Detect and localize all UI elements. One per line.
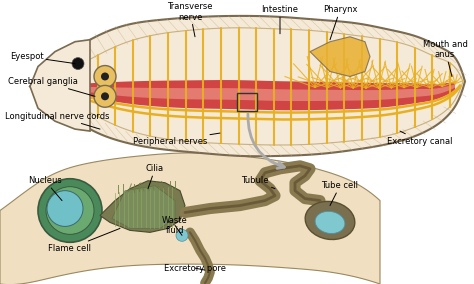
Text: Tubule: Tubule (241, 176, 275, 189)
Text: Flame cell: Flame cell (48, 228, 120, 253)
Text: Longitudinal nerve cords: Longitudinal nerve cords (5, 112, 109, 129)
Text: Pharynx: Pharynx (323, 5, 357, 40)
Text: Intestine: Intestine (262, 5, 299, 34)
Circle shape (101, 92, 109, 100)
Polygon shape (100, 181, 185, 232)
Text: Cerebral ganglia: Cerebral ganglia (8, 77, 95, 96)
Polygon shape (30, 16, 465, 156)
Text: Eyespot: Eyespot (10, 52, 75, 64)
Circle shape (72, 58, 84, 70)
Text: Mouth and
anus: Mouth and anus (422, 40, 467, 76)
Text: Tube cell: Tube cell (321, 181, 358, 206)
Text: Excretory canal: Excretory canal (387, 131, 453, 145)
Text: Transverse
nerve: Transverse nerve (167, 2, 213, 37)
Text: Waste
fluid: Waste fluid (162, 216, 188, 235)
Circle shape (94, 66, 116, 87)
Circle shape (101, 72, 109, 80)
Polygon shape (65, 80, 455, 110)
Ellipse shape (305, 201, 355, 239)
Circle shape (47, 191, 83, 226)
Circle shape (46, 187, 94, 234)
Circle shape (38, 179, 102, 242)
Ellipse shape (315, 211, 345, 233)
Circle shape (94, 85, 116, 107)
Circle shape (176, 229, 188, 241)
Text: Peripheral nerves: Peripheral nerves (133, 133, 220, 145)
Polygon shape (0, 153, 380, 284)
Polygon shape (112, 186, 175, 228)
Polygon shape (30, 40, 90, 131)
Text: Cilia: Cilia (146, 164, 164, 189)
Bar (237, 93, 257, 111)
Text: Nucleus: Nucleus (28, 176, 62, 201)
Polygon shape (65, 84, 455, 101)
Text: Excretory pore: Excretory pore (164, 264, 226, 273)
Polygon shape (310, 37, 370, 76)
